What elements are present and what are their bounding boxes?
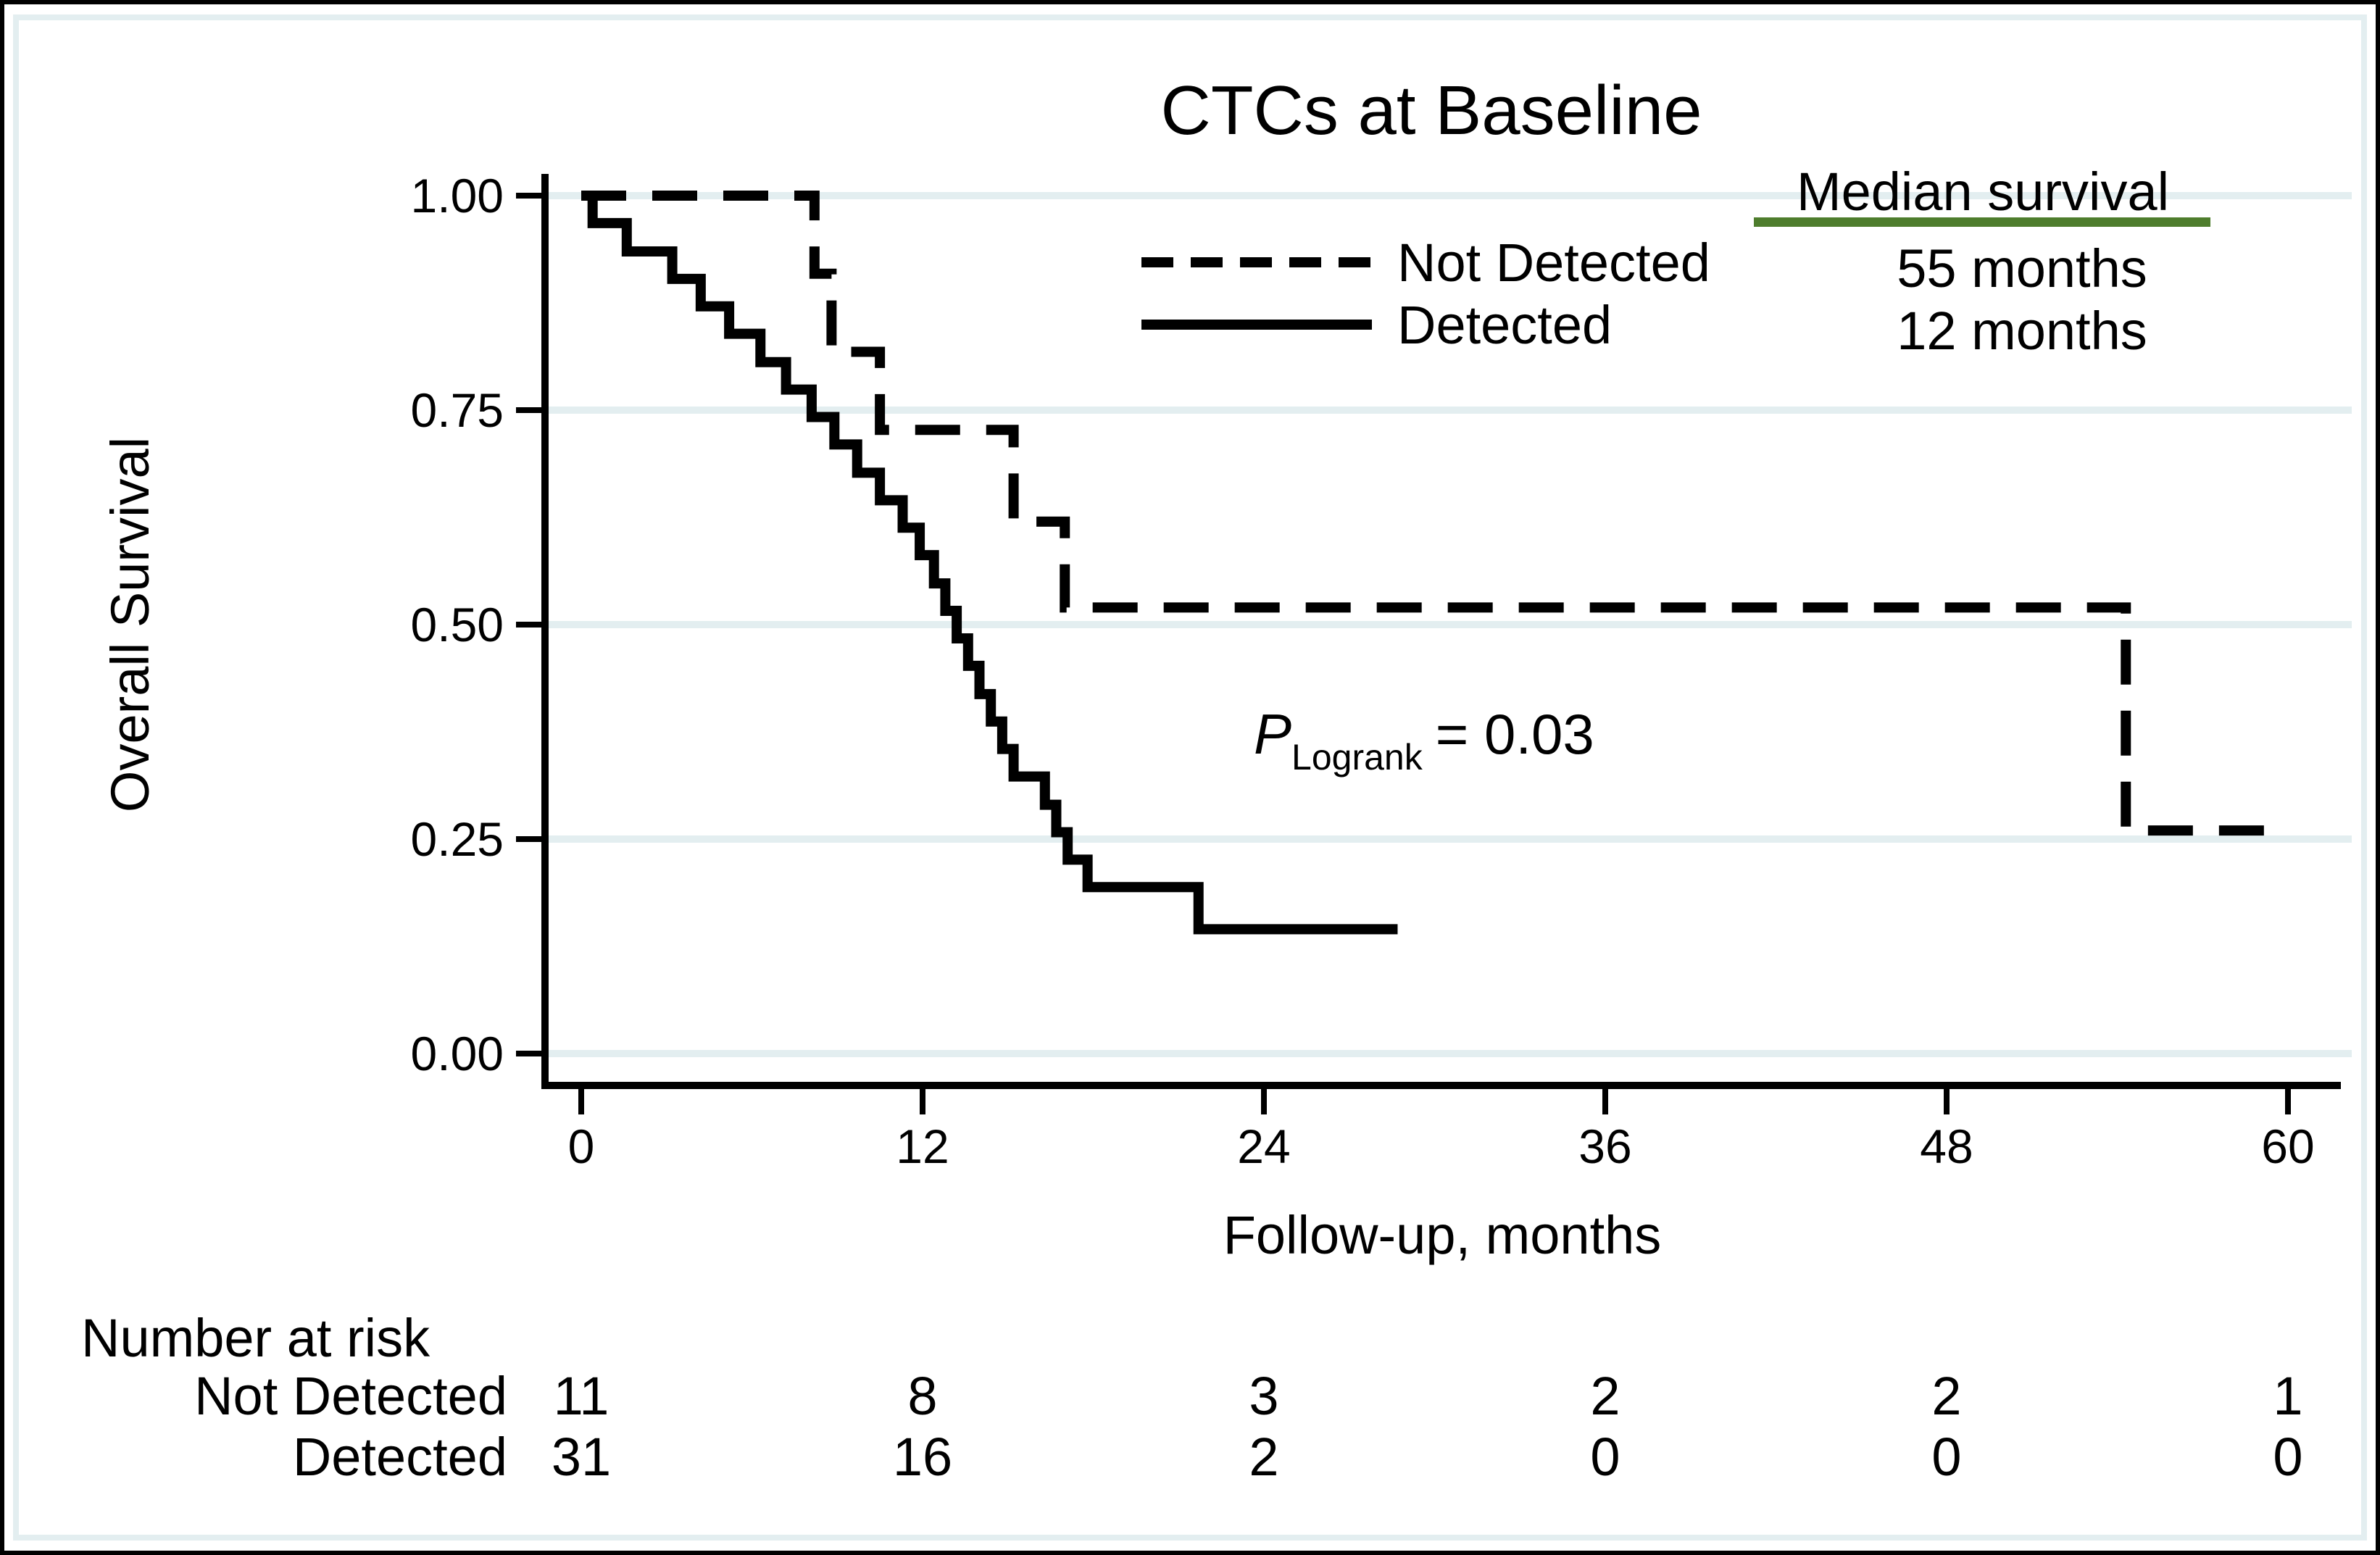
median-survival-detected: 12 months: [1897, 301, 2147, 361]
risk-count-not-detected: 2: [1590, 1366, 1620, 1426]
risk-count-not-detected: 3: [1249, 1366, 1278, 1426]
y-tick-label: 0.00: [411, 1027, 504, 1080]
risk-count-values: 11 8 3 2 2 131 16 2 0 0 0: [552, 1366, 2303, 1487]
median-survival-not-detected: 55 months: [1897, 238, 2147, 299]
risk-count-not-detected: 1: [2273, 1366, 2302, 1426]
risk-table-title: Number at risk: [81, 1308, 430, 1368]
p-subscript: Logrank: [1291, 737, 1423, 778]
legend-label-detected: Detected: [1397, 295, 1612, 355]
risk-count-detected: 0: [2273, 1427, 2302, 1487]
risk-count-detected: 2: [1249, 1427, 1278, 1487]
x-axis-ticks: 0 12 24 36 48 60: [568, 1085, 2315, 1173]
risk-count-detected: 16: [893, 1427, 952, 1487]
x-tick-label: 12: [896, 1120, 949, 1173]
km-curve-detected: [581, 191, 1398, 935]
x-axis-title: Follow-up, months: [1223, 1205, 1662, 1265]
legend: Not Detected Detected: [1141, 233, 1710, 355]
y-tick-label: 1.00: [411, 169, 504, 222]
y-tick-label: 0.25: [411, 812, 504, 866]
risk-count-not-detected: 8: [907, 1366, 937, 1426]
x-tick-label: 60: [2261, 1120, 2314, 1173]
y-axis-ticks: 1.00 0.75 0.50 0.25 0.00: [411, 169, 545, 1080]
chart-area-frame: [13, 14, 2367, 1541]
x-tick-label: 36: [1578, 1120, 1631, 1173]
median-survival-header: Median survival: [1797, 162, 2169, 222]
median-survival-block: Median survival 55 months 12 months: [1754, 162, 2210, 361]
x-tick-label: 0: [568, 1120, 595, 1173]
km-curve-not-detected: [581, 191, 2271, 836]
median-survival-underline: [1754, 217, 2210, 227]
legend-label-not-detected: Not Detected: [1397, 233, 1710, 293]
y-tick-label: 0.50: [411, 598, 504, 651]
risk-row-label-not-detected: Not Detected: [194, 1366, 507, 1426]
number-at-risk-table: Number at risk Not Detected Detected 11 8…: [81, 1308, 2303, 1487]
risk-count-detected: 31: [552, 1427, 611, 1487]
y-tick-label: 0.75: [411, 383, 504, 437]
risk-count-detected: 0: [1590, 1427, 1620, 1487]
risk-count-detected: 0: [1931, 1427, 1961, 1487]
risk-count-not-detected: 2: [1931, 1366, 1961, 1426]
x-tick-label: 24: [1237, 1120, 1290, 1173]
x-tick-label: 48: [1920, 1120, 1973, 1173]
km-curves: [581, 191, 2271, 935]
risk-count-not-detected: 11: [554, 1366, 609, 1426]
p-symbol: P: [1254, 702, 1291, 766]
y-axis-title: Overall Survival: [100, 437, 160, 812]
chart-title: CTCs at Baseline: [1161, 72, 1702, 149]
p-value: = 0.03: [1436, 702, 1594, 766]
p-logrank-annotation: PLogrank = 0.03: [1254, 702, 1594, 778]
risk-row-label-detected: Detected: [293, 1427, 507, 1487]
gridlines: [549, 192, 2352, 1057]
